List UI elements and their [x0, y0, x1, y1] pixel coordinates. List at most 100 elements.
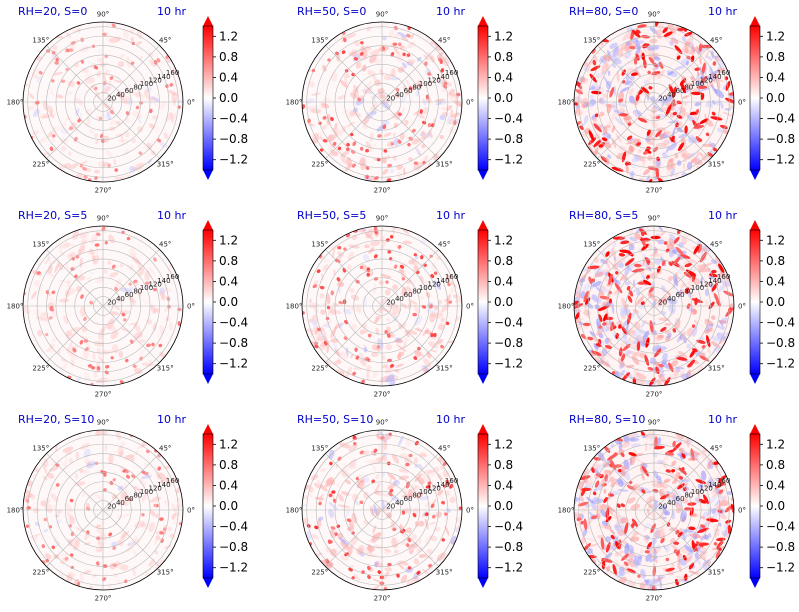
field-cell — [393, 264, 398, 269]
field-cell — [621, 274, 628, 281]
angle-tick-label: 270° — [95, 595, 112, 603]
field-cell — [153, 257, 157, 262]
field-cell — [680, 331, 687, 341]
colorbar-gradient — [750, 26, 760, 170]
field-cell — [433, 280, 442, 290]
field-cell — [329, 529, 337, 538]
field-cell — [111, 264, 116, 269]
field-cell — [370, 450, 377, 456]
field-cell — [705, 101, 712, 108]
field-cell — [116, 139, 129, 142]
field-cell — [625, 281, 631, 286]
field-cell — [630, 523, 635, 529]
field-cell — [620, 353, 626, 362]
field-cell — [611, 302, 615, 314]
radial-tick-label: 40 — [395, 91, 404, 99]
field-cell — [637, 149, 642, 154]
field-cell — [704, 281, 711, 287]
field-cell — [76, 81, 81, 85]
field-cell — [421, 130, 426, 140]
angle-tick-label: 45° — [159, 240, 171, 248]
angular-gridline — [325, 249, 383, 307]
colorbar: −1.2−0.8−0.40.00.40.81.2 — [202, 16, 248, 180]
field-cell — [683, 101, 687, 106]
field-cell — [398, 268, 405, 274]
colorbar: −1.2−0.8−0.40.00.40.81.2 — [749, 220, 795, 384]
field-cell — [644, 584, 652, 590]
field-cell — [112, 546, 117, 550]
radial-tick-label: 120 — [149, 280, 162, 288]
field-cell — [329, 548, 337, 557]
field-cell — [303, 495, 309, 500]
field-cell — [588, 130, 595, 141]
field-cell — [114, 561, 122, 569]
field-cell — [419, 158, 428, 162]
radial-tick-label: 160 — [445, 69, 458, 77]
field-cell — [325, 547, 332, 553]
field-cell — [47, 264, 53, 274]
field-cell — [608, 298, 613, 304]
field-cell — [574, 523, 582, 526]
field-cell — [352, 371, 356, 376]
colorbar-extend-min — [203, 170, 213, 180]
field-cell — [384, 289, 391, 296]
field-cell — [126, 543, 134, 553]
colorbar-extend-min — [478, 578, 488, 588]
field-cell — [676, 55, 681, 60]
angle-tick-label: 0° — [187, 303, 195, 311]
field-cell — [444, 298, 450, 302]
field-cell — [720, 103, 724, 109]
field-cell — [423, 469, 435, 474]
panel-time-label: 10 hr — [157, 5, 186, 18]
field-cell — [607, 453, 618, 461]
field-cell — [727, 524, 732, 535]
field-cell — [426, 81, 432, 88]
field-cell — [668, 306, 675, 315]
field-cell — [664, 453, 670, 461]
field-cell — [712, 73, 719, 79]
field-cell — [645, 149, 652, 154]
colorbar-extend-min — [750, 170, 760, 180]
field-cell — [415, 148, 422, 155]
field-cell — [670, 37, 679, 45]
field-cell — [378, 280, 384, 286]
field-cell — [50, 493, 59, 502]
field-cell — [451, 93, 457, 97]
colorbar-extend-min — [750, 374, 760, 384]
field-cell — [697, 70, 700, 76]
field-cell — [640, 231, 645, 237]
field-cell — [659, 494, 670, 500]
colorbar-tick-label: −1.2 — [219, 153, 248, 167]
field-cell — [363, 81, 372, 90]
field-cell — [371, 462, 377, 473]
field-cell — [94, 493, 103, 501]
field-cell — [94, 169, 100, 174]
field-cell — [592, 491, 597, 496]
field-cell — [626, 568, 636, 574]
field-cell — [671, 469, 676, 473]
field-cell — [79, 269, 82, 276]
field-cell — [421, 472, 429, 483]
field-cell — [702, 562, 707, 567]
field-cell — [706, 55, 713, 61]
field-cell — [593, 488, 598, 493]
field-cell — [323, 329, 327, 339]
angle-tick-label: 225° — [583, 569, 600, 577]
field-cell — [718, 489, 724, 494]
field-cell — [311, 533, 320, 540]
field-cell — [579, 475, 591, 480]
angle-tick-label: 90° — [648, 419, 660, 427]
field-cell — [390, 51, 395, 57]
field-cell — [435, 101, 443, 106]
field-cell — [447, 282, 451, 287]
field-cell — [635, 142, 642, 147]
field-cell — [436, 78, 441, 84]
angle-tick-label: 90° — [97, 215, 109, 223]
field-cell — [146, 142, 152, 151]
angle-tick-label: 270° — [646, 391, 663, 399]
field-cell — [34, 468, 39, 473]
angle-tick-label: 225° — [32, 161, 49, 169]
field-cell — [717, 276, 728, 282]
field-cell — [366, 369, 370, 381]
field-cell — [139, 338, 146, 344]
